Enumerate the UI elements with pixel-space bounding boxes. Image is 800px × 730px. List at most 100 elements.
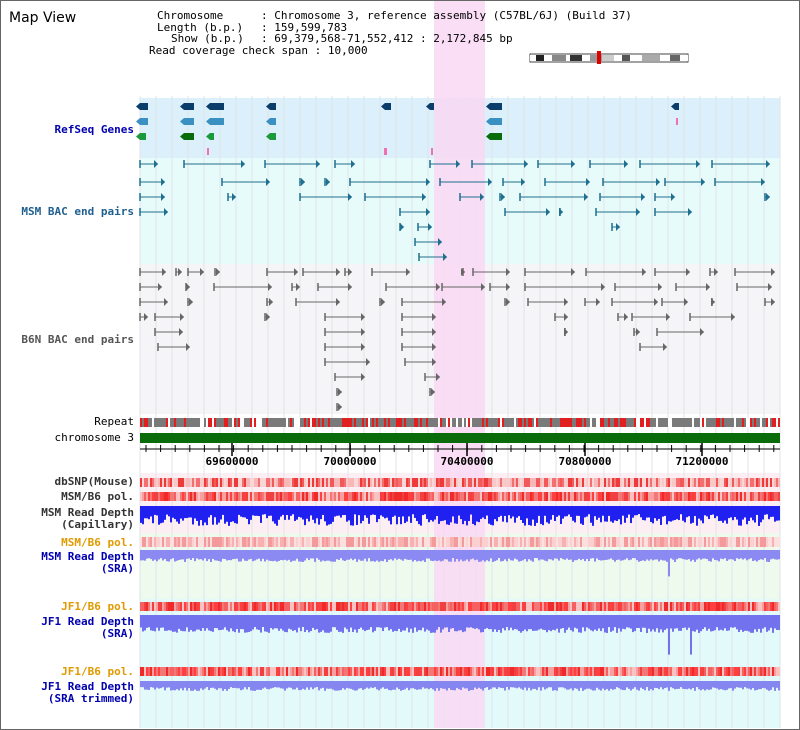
b6n-bac-pair [661,298,688,306]
track-label-msm-bac[interactable]: MSM BAC end pairs [21,205,134,218]
heat-cell [568,667,570,676]
track-label-refseq-genes[interactable]: RefSeq Genes [54,123,134,136]
depth-bar [458,615,460,631]
depth-bar [554,506,556,521]
depth-bar [602,681,604,689]
heat-cell [338,492,340,501]
heat-cell [400,602,402,611]
heat-cell [512,492,514,501]
repeat-element [404,418,406,427]
heat-cell [214,492,216,501]
heat-cell [206,478,208,487]
heat-cell [250,478,252,487]
heat-cell [592,478,594,487]
repeat-element [564,418,566,427]
heat-cell [206,667,208,676]
heat-cell [550,537,552,547]
depth-bar [442,550,444,561]
depth-bar [734,615,736,628]
depth-bar [588,681,590,689]
depth-bar [368,615,370,630]
depth-bar [374,506,376,515]
heat-cell [494,537,496,547]
depth-bar [214,506,216,518]
track-label-b6n-bac[interactable]: B6N BAC end pairs [21,333,134,346]
chromosome-bar [140,433,780,443]
depth-bar [764,506,766,515]
page-title: Map View [9,10,77,26]
heat-cell [754,537,756,547]
heat-cell [540,478,542,487]
depth-bar [656,550,658,560]
heat-cell [712,667,714,676]
heat-cell [254,667,256,676]
heat-cell [198,537,200,547]
depth-bar [516,506,518,518]
repeat-element [208,418,210,427]
heat-cell [476,537,478,547]
heat-cell [420,537,422,547]
depth-bar [706,506,708,517]
depth-bar [630,506,632,524]
depth-bar [640,681,642,688]
depth-bar [188,615,190,632]
heat-cell [218,667,220,676]
depth-bar [348,506,350,521]
depth-bar [382,681,384,688]
depth-bar [464,681,466,689]
b6n-bac-pair [654,268,690,276]
heat-cell [638,537,640,547]
heat-cell [712,602,714,611]
heat-cell [558,537,560,547]
depth-bar [772,550,774,559]
heat-cell [452,478,454,487]
heat-cell [606,478,608,487]
depth-bar [596,615,598,631]
depth-bar [228,615,230,632]
depth-bar [456,506,458,524]
heat-cell [258,602,260,611]
repeat-element [260,418,262,427]
pair-arrow [216,268,220,276]
depth-bar [520,550,522,562]
heat-cell [566,537,568,547]
heat-cell [334,537,336,547]
repeat-element [600,418,602,427]
heat-cell [232,478,234,487]
heat-cell [704,667,706,676]
heat-cell [222,602,224,611]
pair-arrow [400,223,404,231]
depth-bar [414,615,416,628]
heat-cell [718,667,720,676]
b6n-bac-pair [324,328,365,336]
pair-arrow [584,193,588,201]
depth-bar [746,550,748,561]
heat-cell [360,478,362,487]
heat-cell [330,537,332,547]
heat-cell [432,492,434,501]
heat-cell [158,537,160,547]
heat-cell [256,667,258,676]
heat-cell [300,478,302,487]
heat-cell [224,667,226,676]
heat-cell [542,537,544,547]
heat-cell [528,602,530,611]
heat-cell [516,667,518,676]
heat-cell [754,492,756,501]
heat-cell [600,667,602,676]
heat-cell [604,537,606,547]
depth-bar [306,615,308,630]
depth-bar [176,550,178,561]
heat-cell [220,492,222,501]
depth-bar [284,550,286,560]
heat-cell [776,492,778,501]
depth-bar [274,506,276,524]
repeat-element [754,418,756,427]
repeat-element [420,418,422,427]
repeat-element [200,418,202,427]
refseq-gene [426,103,434,110]
depth-bar [614,550,616,562]
heat-cell [686,478,688,487]
depth-bar [556,550,558,559]
